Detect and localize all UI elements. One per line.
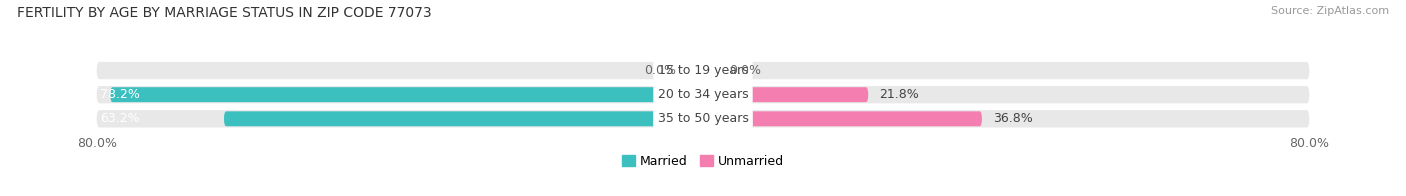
- Legend: Married, Unmarried: Married, Unmarried: [623, 155, 783, 168]
- FancyBboxPatch shape: [703, 87, 869, 102]
- Text: Source: ZipAtlas.com: Source: ZipAtlas.com: [1271, 6, 1389, 16]
- FancyBboxPatch shape: [97, 62, 1309, 79]
- FancyBboxPatch shape: [224, 111, 703, 126]
- Text: 15 to 19 years: 15 to 19 years: [658, 64, 748, 77]
- Text: 78.2%: 78.2%: [100, 88, 141, 101]
- FancyBboxPatch shape: [110, 87, 703, 102]
- Text: 21.8%: 21.8%: [880, 88, 920, 101]
- Text: 63.2%: 63.2%: [100, 112, 141, 125]
- Text: 36.8%: 36.8%: [993, 112, 1033, 125]
- Text: 0.0%: 0.0%: [644, 64, 676, 77]
- Text: 35 to 50 years: 35 to 50 years: [658, 112, 748, 125]
- FancyBboxPatch shape: [97, 86, 1309, 103]
- Text: 0.0%: 0.0%: [730, 64, 762, 77]
- FancyBboxPatch shape: [703, 111, 981, 126]
- Text: FERTILITY BY AGE BY MARRIAGE STATUS IN ZIP CODE 77073: FERTILITY BY AGE BY MARRIAGE STATUS IN Z…: [17, 6, 432, 20]
- Text: 20 to 34 years: 20 to 34 years: [658, 88, 748, 101]
- FancyBboxPatch shape: [97, 110, 1309, 127]
